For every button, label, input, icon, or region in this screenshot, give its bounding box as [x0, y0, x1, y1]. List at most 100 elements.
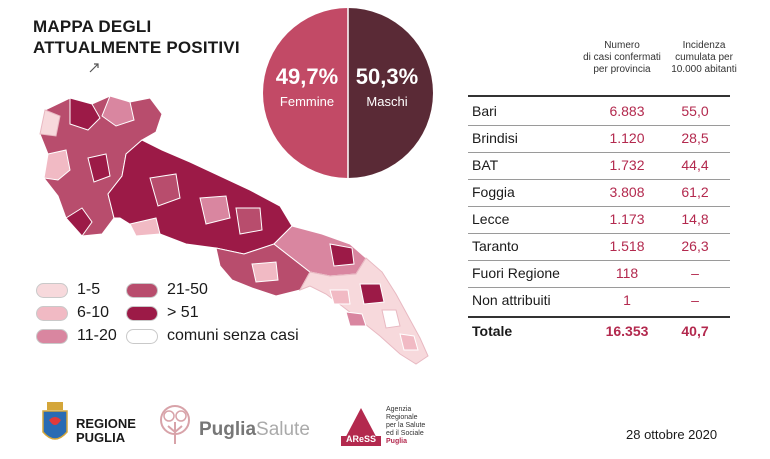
table-row: Foggia 3.808 61,2 [468, 181, 730, 205]
province-cases: 1.732 [609, 157, 645, 173]
table-row: Non attribuiti 1 – [468, 289, 730, 313]
province-name: Foggia [472, 184, 515, 200]
province-cases: 1 [623, 292, 631, 308]
header-text: 10.000 abitanti [671, 64, 737, 75]
puglia-salute-a: Puglia [199, 419, 257, 440]
province-incidence: 61,2 [681, 184, 709, 200]
male-pct: 50,3% [355, 64, 419, 89]
male-share: 50,3% Maschi [348, 64, 426, 110]
legend-label: 1-5 [77, 281, 101, 298]
province-incidence: 26,3 [681, 238, 709, 254]
gender-chart [263, 8, 433, 178]
legend-label: > 51 [167, 304, 199, 321]
regione-line-2: PUGLIA [76, 430, 126, 445]
legend-item: comuni senza casi [126, 327, 299, 345]
arrow-icon [89, 63, 99, 73]
female-pct: 49,7% [275, 64, 339, 89]
province-cases: 118 [615, 265, 639, 281]
table-total-row: Totale 16.353 40,7 [468, 320, 730, 344]
header-text: Incidenza [682, 40, 726, 51]
report-date: 28 ottobre 2020 [626, 427, 718, 442]
puglia-salute-logo: PugliaSalute [199, 419, 310, 441]
province-incidence: 14,8 [681, 211, 709, 227]
table-row: BAT 1.732 44,4 [468, 154, 730, 178]
legend-item: 1-5 [36, 281, 100, 299]
table-row: Taranto 1.518 26,3 [468, 235, 730, 259]
province-name: Taranto [472, 238, 519, 254]
map-bari [107, 139, 293, 255]
total-cases: 16.353 [605, 323, 649, 339]
page-title: MAPPA DEGLI ATTUALMENTE POSITIVI [33, 16, 240, 58]
legend-label: 21-50 [167, 281, 208, 298]
province-name: Brindisi [472, 130, 518, 146]
province-name: Bari [472, 103, 497, 119]
province-incidence: 55,0 [681, 103, 709, 119]
table-top-rule [468, 95, 730, 97]
female-share: 49,7% Femmine [268, 64, 346, 110]
row-divider [468, 260, 730, 261]
row-divider [468, 152, 730, 153]
header-incidence: Incidenza cumulata per 10.000 abitanti [656, 40, 752, 76]
province-incidence: – [691, 292, 699, 308]
legend-swatch [36, 328, 68, 344]
row-divider [468, 206, 730, 207]
province-name: Non attribuiti [472, 292, 551, 308]
row-divider [468, 125, 730, 126]
female-half [263, 8, 348, 178]
province-incidence: – [691, 265, 699, 281]
puglia-salute-tree-icon [160, 405, 190, 444]
aress-line: Puglia [386, 438, 408, 445]
legend-item: 6-10 [36, 304, 109, 322]
aress-line: Agenzia [386, 406, 412, 413]
province-incidence: 44,4 [681, 157, 709, 173]
total-name: Totale [472, 323, 513, 339]
legend-swatch [36, 282, 68, 298]
row-divider [468, 179, 730, 180]
legend-swatch [126, 282, 158, 298]
province-cases: 3.808 [609, 184, 645, 200]
province-cases: 1.120 [609, 130, 645, 146]
header-text: Numero [604, 40, 640, 51]
legend-item: 21-50 [126, 281, 208, 299]
header-text: per provincia [593, 64, 651, 75]
legend-swatch [126, 328, 158, 344]
total-incidence: 40,7 [681, 323, 709, 339]
table-row: Bari 6.883 55,0 [468, 100, 730, 124]
legend-item: > 51 [126, 304, 199, 322]
row-divider [468, 233, 730, 234]
aress-line: ed il Sociale [386, 430, 424, 437]
table-row: Brindisi 1.120 28,5 [468, 127, 730, 151]
legend-swatch [126, 305, 158, 321]
male-label: Maschi [366, 94, 408, 109]
province-name: BAT [472, 157, 499, 173]
legend-swatch [36, 305, 68, 321]
male-half [348, 8, 433, 178]
table-row: Fuori Regione 118 – [468, 262, 730, 286]
legend-label: 6-10 [77, 304, 110, 321]
province-name: Lecce [472, 211, 510, 227]
map-lecce [298, 257, 429, 365]
puglia-salute-b: Salute [256, 419, 310, 440]
regione-puglia-logo: REGIONE PUGLIA [76, 417, 136, 445]
aress-logo-text: AReSS [345, 434, 376, 444]
aress-logo-icon [341, 408, 381, 446]
title-line-1: MAPPA DEGLI [33, 17, 152, 36]
row-divider [468, 287, 730, 288]
header-text: cumulata per [675, 52, 733, 63]
aress-name: Agenzia Regionale per la Salute ed il So… [386, 406, 425, 446]
province-cases: 1.173 [609, 211, 645, 227]
title-line-2: ATTUALMENTE POSITIVI [33, 38, 240, 57]
puglia-map [39, 63, 429, 365]
total-rule [468, 316, 730, 318]
table-row: Lecce 1.173 14,8 [468, 208, 730, 232]
aress-line: Regionale [386, 414, 418, 421]
female-label: Femmine [279, 94, 335, 109]
regione-puglia-crest-icon [42, 402, 68, 440]
province-cases: 1.518 [609, 238, 645, 254]
header-cases: Numero di casi confermati per provincia [572, 40, 672, 76]
legend-label: comuni senza casi [167, 327, 299, 344]
regione-line-1: REGIONE [76, 416, 136, 431]
header-text: di casi confermati [583, 52, 661, 63]
province-cases: 6.883 [609, 103, 645, 119]
province-name: Fuori Regione [472, 265, 560, 281]
